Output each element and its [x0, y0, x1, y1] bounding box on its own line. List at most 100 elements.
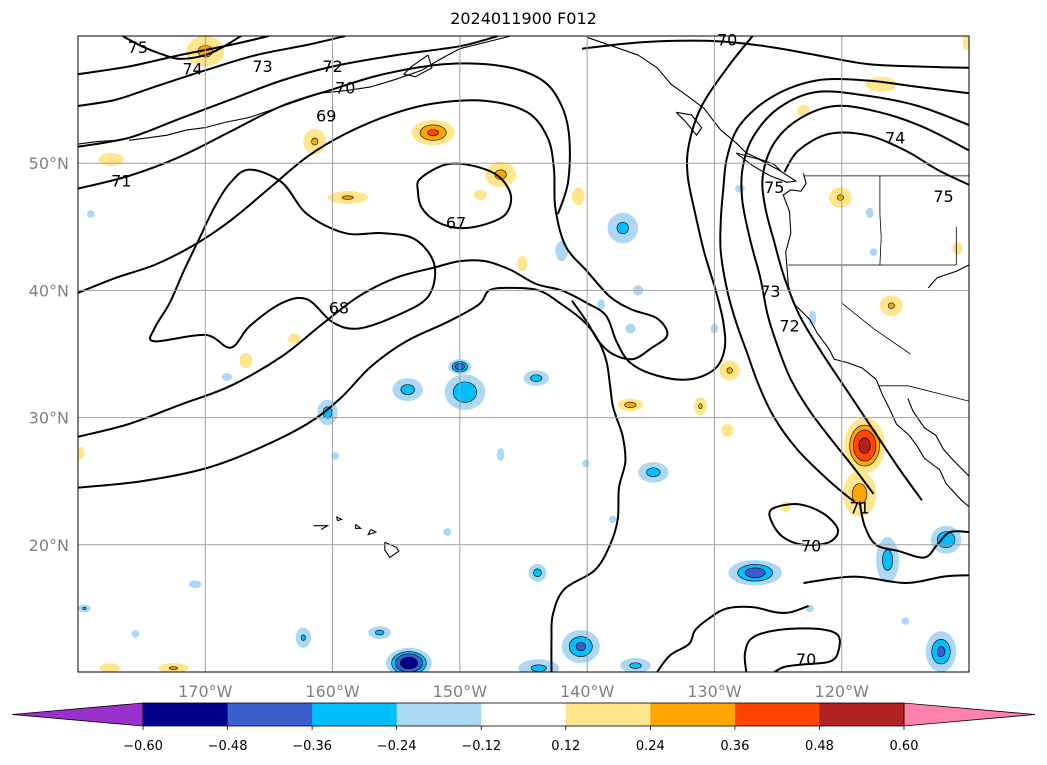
contour-labels: 75 74 73 72 70 69 71 67 68 70 74 75 75 73 72 71 70 70 — [111, 30, 954, 668]
anomaly-patch — [901, 617, 910, 625]
contour-label: 74 — [182, 60, 202, 79]
anomaly-fill — [625, 323, 636, 334]
anomaly-fill — [452, 381, 478, 403]
anomaly-fill — [530, 664, 547, 672]
anomaly-fill — [288, 333, 301, 344]
colorbar-band — [227, 703, 313, 726]
anomaly-patch — [386, 647, 432, 672]
anomaly-patch — [828, 187, 852, 208]
contour-line-70 — [743, 627, 841, 672]
anomaly-field — [78, 36, 969, 672]
coastline — [782, 173, 969, 508]
contour-line-69 — [78, 99, 669, 361]
anomaly-fill — [646, 467, 661, 478]
coastline — [319, 86, 371, 94]
anomaly-fill — [608, 515, 617, 524]
anomaly-fill — [99, 663, 121, 672]
map-title: 2024011900 F012 — [450, 9, 597, 28]
longitude-tick-label: 160°W — [305, 682, 360, 701]
anomaly-patch — [485, 161, 516, 188]
anomaly-patch — [86, 210, 95, 218]
anomaly-fill — [882, 549, 893, 571]
anomaly-patch — [571, 187, 585, 206]
anomaly-fill — [331, 451, 339, 460]
anomaly-patch — [528, 563, 547, 582]
contour-label: 72 — [779, 317, 799, 336]
anomaly-patch — [879, 295, 903, 316]
anomaly-fill — [496, 448, 505, 461]
colorbar-frame — [142, 702, 905, 727]
contour-line-70 — [78, 62, 571, 215]
anomaly-patch — [368, 626, 392, 639]
anomaly-patch — [295, 627, 311, 648]
anomaly-fill — [82, 607, 87, 610]
colorbar-band — [734, 703, 820, 726]
colorbar-band — [143, 703, 229, 726]
anomaly-fill — [443, 528, 451, 536]
contour-line-68 — [78, 36, 754, 438]
anomaly-patch — [620, 658, 651, 672]
anomaly-fill — [517, 256, 528, 272]
anomaly-fill — [629, 662, 642, 669]
latitude-tick-label: 20°N — [29, 536, 69, 555]
border-line — [878, 385, 969, 402]
anomaly-fill — [720, 423, 734, 437]
latitude-tick-label: 40°N — [29, 281, 69, 300]
contour-label: 70 — [335, 79, 355, 98]
contour-line-67 — [416, 162, 513, 230]
colorbar-band — [819, 703, 905, 726]
longitude-tick-label: 150°W — [433, 682, 488, 701]
anomaly-fill — [98, 153, 124, 166]
anomaly-patch — [131, 630, 140, 638]
anomaly-patch — [869, 248, 878, 257]
anomaly-fill — [962, 36, 969, 50]
longitude-tick-label: 170°W — [178, 682, 233, 701]
colorbar-tick-label: −0.36 — [292, 739, 332, 754]
anomaly-patch — [694, 397, 707, 416]
anomaly-fill — [744, 567, 766, 578]
anomaly-patch — [719, 360, 740, 381]
anomaly-fill — [78, 446, 85, 460]
anomaly-patch — [638, 462, 669, 483]
anomaly-fill — [168, 666, 179, 670]
anomaly-fill — [624, 401, 637, 409]
anomaly-fill — [400, 384, 415, 396]
anomaly-patch — [842, 471, 877, 517]
anomaly-patch — [930, 525, 962, 554]
anomaly-fill — [239, 352, 253, 368]
anomaly-patch — [844, 417, 885, 474]
anomaly-fill — [530, 374, 543, 382]
longitude-tick-label: 130°W — [687, 682, 742, 701]
colorbar-tick-label: 0.60 — [890, 739, 919, 754]
border-line — [879, 175, 882, 266]
map-frame — [77, 35, 970, 673]
contour-label: 68 — [329, 299, 349, 318]
anomaly-fill — [86, 210, 95, 218]
anomaly-patch — [561, 630, 600, 664]
coastline — [384, 541, 400, 559]
contour-label: 71 — [849, 498, 869, 517]
anomaly-fill — [887, 302, 895, 309]
contour-label: 75 — [128, 38, 148, 57]
colorbar-tick-label: −0.60 — [123, 739, 163, 754]
anomaly-fill — [936, 646, 946, 658]
contour-line-70 — [858, 501, 969, 559]
anomaly-fill — [582, 459, 590, 468]
coastline — [735, 152, 798, 183]
coastline — [335, 516, 343, 522]
anomaly-fill — [571, 187, 585, 206]
colorbar-band — [650, 703, 736, 726]
anomaly-fill — [616, 222, 629, 235]
colorbar-under-triangle — [11, 702, 144, 727]
colorbar-tick-label: 0.24 — [636, 739, 665, 754]
contour-label: 70 — [717, 30, 737, 49]
anomaly-fill — [311, 137, 319, 146]
colorbar-tick-label: −0.24 — [377, 739, 417, 754]
colorbar-band — [312, 703, 398, 726]
contour-label: 74 — [885, 128, 905, 147]
anomaly-patch — [158, 663, 189, 672]
contour-line-70 — [656, 604, 809, 672]
anomaly-fill — [597, 299, 605, 310]
contour-line-70 — [78, 36, 499, 148]
anomaly-patch — [952, 242, 963, 255]
